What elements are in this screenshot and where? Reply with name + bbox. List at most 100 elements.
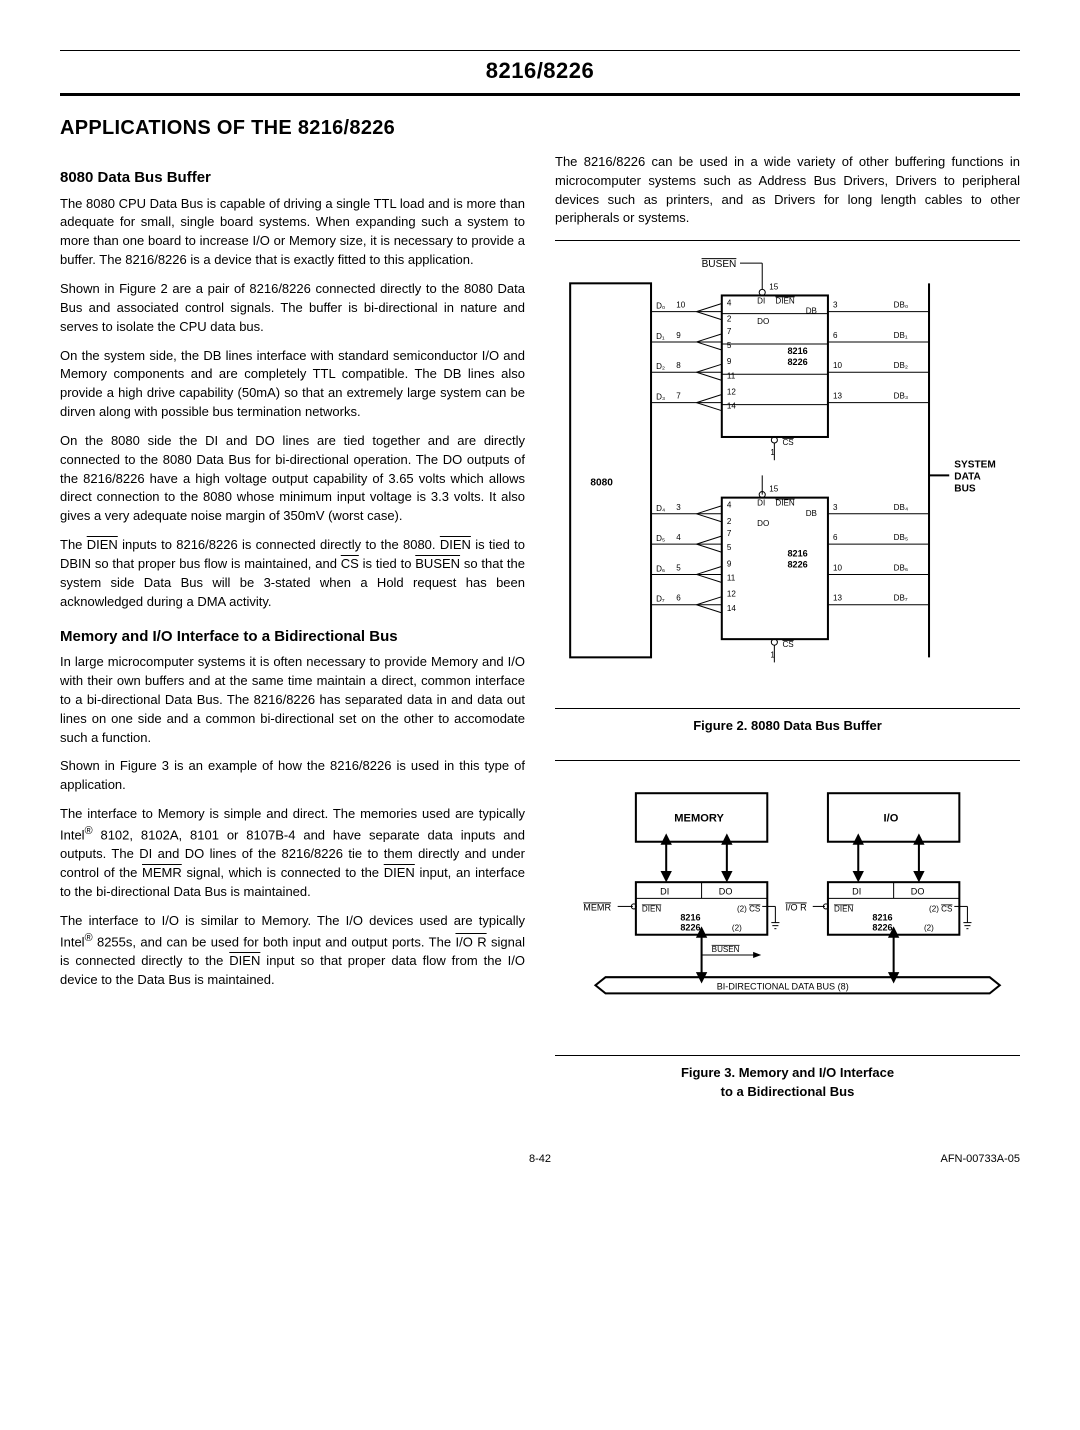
para: The 8080 CPU Data Bus is capable of driv…	[60, 195, 525, 270]
figure-2: BUSEN 15 8080 SYSTEM DATA BUS	[555, 240, 1020, 709]
svg-text:DB₄: DB₄	[894, 503, 909, 512]
figure-3: MEMORY I/O DI DO DI	[555, 760, 1020, 1057]
svg-text:8216: 8216	[788, 346, 808, 356]
svg-text:8216: 8216	[788, 549, 808, 559]
svg-text:8226: 8226	[680, 922, 700, 932]
svg-text:6: 6	[833, 331, 838, 340]
svg-text:CS: CS	[941, 904, 953, 913]
svg-text:5: 5	[676, 564, 681, 573]
svg-text:2: 2	[727, 315, 732, 324]
svg-text:DIEN: DIEN	[834, 904, 853, 913]
svg-text:DO: DO	[757, 317, 769, 326]
svg-text:9: 9	[676, 331, 681, 340]
svg-text:BI-DIRECTIONAL DATA BUS (8): BI-DIRECTIONAL DATA BUS (8)	[717, 981, 849, 991]
svg-text:3: 3	[833, 503, 838, 512]
svg-text:D₆: D₆	[656, 565, 665, 574]
svg-text:8226: 8226	[872, 922, 892, 932]
svg-text:D₇: D₇	[656, 595, 665, 604]
svg-text:CS: CS	[782, 641, 794, 650]
para: On the system side, the DB lines interfa…	[60, 347, 525, 422]
svg-text:DI: DI	[757, 499, 765, 508]
svg-text:DIEN: DIEN	[642, 904, 661, 913]
svg-text:BUSEN: BUSEN	[702, 259, 737, 270]
svg-text:5: 5	[727, 341, 732, 350]
svg-text:DB₆: DB₆	[894, 564, 908, 573]
svg-text:D₂: D₂	[656, 363, 665, 372]
svg-text:DB₀: DB₀	[894, 301, 909, 310]
svg-text:DO: DO	[911, 886, 925, 896]
svg-text:MEMR: MEMR	[583, 902, 611, 912]
svg-text:(2): (2)	[737, 904, 747, 913]
svg-text:DB: DB	[806, 307, 817, 316]
svg-text:7: 7	[727, 529, 732, 538]
fig2-caption: Figure 2. 8080 Data Bus Buffer	[555, 717, 1020, 736]
heading-memio: Memory and I/O Interface to a Bidirectio…	[60, 626, 525, 648]
svg-text:DI: DI	[852, 886, 861, 896]
svg-text:8226: 8226	[788, 357, 808, 367]
svg-text:D₅: D₅	[656, 534, 665, 543]
svg-text:DB₁: DB₁	[894, 331, 908, 340]
svg-text:8080: 8080	[590, 478, 613, 489]
svg-text:MEMORY: MEMORY	[674, 812, 724, 824]
para: Shown in Figure 2 are a pair of 8216/822…	[60, 280, 525, 337]
para: The interface to I/O is similar to Memor…	[60, 912, 525, 990]
svg-text:13: 13	[833, 392, 842, 401]
svg-text:DO: DO	[719, 886, 733, 896]
svg-text:15: 15	[769, 283, 778, 292]
svg-text:CS: CS	[782, 438, 794, 447]
svg-text:BUS: BUS	[954, 484, 976, 495]
para: The 8216/8226 can be used in a wide vari…	[555, 153, 1020, 228]
svg-text:CS: CS	[749, 904, 761, 913]
svg-text:D₁: D₁	[656, 332, 665, 341]
svg-text:13: 13	[833, 594, 842, 603]
svg-text:10: 10	[833, 564, 842, 573]
para: The DIEN inputs to 8216/8226 is connecte…	[60, 536, 525, 611]
svg-text:15: 15	[769, 485, 778, 494]
svg-text:D₃: D₃	[656, 393, 665, 402]
para: Shown in Figure 3 is an example of how t…	[60, 757, 525, 795]
svg-text:BUSEN: BUSEN	[712, 945, 740, 954]
svg-text:5: 5	[727, 543, 732, 552]
svg-text:9: 9	[727, 560, 732, 569]
svg-text:2: 2	[727, 517, 732, 526]
svg-text:11: 11	[727, 372, 736, 381]
svg-text:DIEN: DIEN	[775, 499, 794, 508]
svg-text:10: 10	[676, 301, 685, 310]
svg-text:(2): (2)	[732, 923, 742, 932]
svg-text:4: 4	[727, 299, 732, 308]
svg-text:(2): (2)	[929, 904, 939, 913]
svg-text:8216: 8216	[872, 912, 892, 922]
svg-text:4: 4	[727, 501, 732, 510]
svg-text:DB₃: DB₃	[894, 392, 909, 401]
heading-databus: 8080 Data Bus Buffer	[60, 167, 525, 189]
svg-text:3: 3	[833, 301, 838, 310]
page-title: 8216/8226	[60, 50, 1020, 96]
svg-text:14: 14	[727, 604, 736, 613]
svg-text:6: 6	[676, 594, 681, 603]
svg-text:9: 9	[727, 357, 732, 366]
svg-text:DATA: DATA	[954, 472, 981, 483]
svg-text:DB: DB	[806, 509, 817, 518]
svg-text:DO: DO	[757, 519, 769, 528]
para: The interface to Memory is simple and di…	[60, 805, 525, 902]
para: On the 8080 side the DI and DO lines are…	[60, 432, 525, 526]
para: In large microcomputer systems it is oft…	[60, 653, 525, 747]
svg-text:10: 10	[833, 362, 842, 371]
svg-text:DB₂: DB₂	[894, 362, 908, 371]
svg-text:I/O R: I/O R	[785, 902, 807, 912]
svg-text:6: 6	[833, 533, 838, 542]
section-title: APPLICATIONS OF THE 8216/8226	[60, 114, 1020, 143]
svg-text:8216: 8216	[680, 912, 700, 922]
fig3-caption-1: Figure 3. Memory and I/O Interface	[555, 1064, 1020, 1083]
svg-text:DI: DI	[660, 886, 669, 896]
svg-text:I/O: I/O	[884, 812, 899, 824]
svg-text:4: 4	[676, 533, 681, 542]
svg-text:12: 12	[727, 590, 736, 599]
svg-text:DB₅: DB₅	[894, 533, 908, 542]
svg-text:SYSTEM: SYSTEM	[954, 460, 996, 471]
svg-text:8226: 8226	[788, 560, 808, 570]
footer-code: AFN-00733A-05	[941, 1152, 1021, 1168]
svg-text:DB₇: DB₇	[894, 594, 908, 603]
svg-text:7: 7	[676, 392, 681, 401]
svg-text:DIEN: DIEN	[775, 297, 794, 306]
